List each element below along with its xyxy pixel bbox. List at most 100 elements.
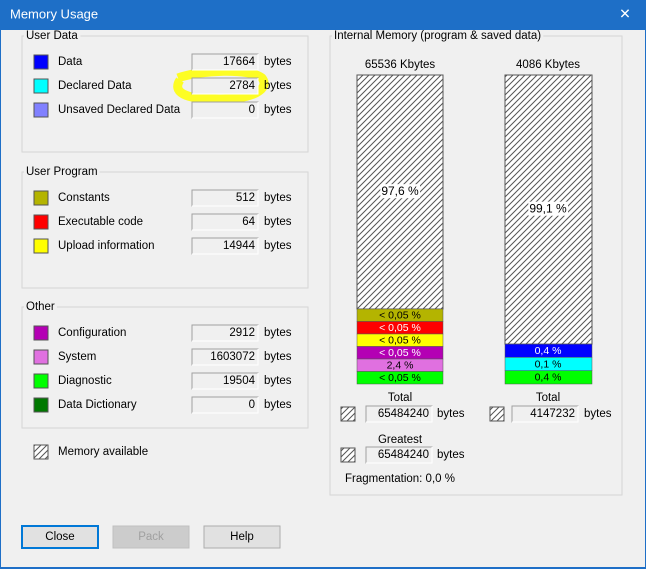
capacity-label: 65536 Kbytes bbox=[365, 59, 436, 71]
window-title: Memory Usage bbox=[10, 6, 98, 21]
button-label[interactable]: Help bbox=[230, 531, 254, 543]
color-swatch bbox=[33, 373, 49, 389]
free-label-bg bbox=[380, 184, 421, 199]
value-field-shade bbox=[192, 325, 259, 342]
group-title: User Data bbox=[26, 30, 78, 42]
item-label: Configuration bbox=[58, 327, 126, 339]
item-label: Upload information bbox=[58, 240, 155, 252]
segment-label: < 0,05 % bbox=[379, 310, 421, 322]
unit-label: bytes bbox=[264, 216, 292, 228]
hatch-icon bbox=[340, 447, 356, 463]
segment-label: 2,4 % bbox=[387, 360, 414, 372]
value-field-shade bbox=[192, 349, 259, 366]
color-swatch bbox=[33, 349, 49, 365]
value-field-value: 0 bbox=[249, 399, 255, 411]
capacity-label: 4086 Kbytes bbox=[516, 59, 580, 71]
total-label: Total bbox=[388, 392, 412, 404]
unit-label: bytes bbox=[264, 399, 292, 411]
item-label: Unsaved Declared Data bbox=[58, 104, 181, 116]
value-field-value: 14944 bbox=[223, 240, 256, 252]
item-label: Data bbox=[58, 56, 83, 68]
value-field-value: 0 bbox=[249, 104, 255, 116]
unit-label: bytes bbox=[264, 56, 292, 68]
color-swatch bbox=[33, 190, 49, 206]
group-title-bg bbox=[24, 301, 57, 314]
segment-label: < 0,05 % bbox=[379, 322, 421, 334]
fragmentation-label: Fragmentation: 0,0 % bbox=[345, 473, 455, 485]
unit-label: bytes bbox=[264, 375, 292, 387]
greatest-field-value: 65484240 bbox=[378, 449, 429, 461]
group-title: User Program bbox=[26, 166, 98, 178]
group-frame bbox=[21, 35, 309, 153]
group-title: Other bbox=[26, 301, 55, 313]
value-field-shade bbox=[192, 397, 259, 414]
item-label: Declared Data bbox=[58, 80, 132, 92]
highlight-annotation bbox=[173, 66, 269, 104]
value-field-value: 512 bbox=[236, 192, 255, 204]
value-field-shade bbox=[192, 214, 259, 231]
internal-memory-title: Internal Memory (program & saved data) bbox=[334, 30, 541, 42]
value-field-value: 2784 bbox=[229, 80, 255, 92]
unit-label: bytes bbox=[264, 351, 292, 363]
group-frame bbox=[21, 306, 309, 429]
color-swatch bbox=[33, 78, 49, 94]
value-field-value: 1603072 bbox=[210, 351, 255, 363]
value-field-value: 17664 bbox=[223, 56, 256, 68]
item-label: System bbox=[58, 351, 96, 363]
item-label: Constants bbox=[58, 192, 110, 204]
value-field-value: 19504 bbox=[223, 375, 256, 387]
hatch-icon bbox=[33, 444, 49, 460]
group-title-bg bbox=[24, 30, 81, 43]
hatch-icon bbox=[340, 406, 356, 422]
group-title-bg bbox=[24, 166, 100, 179]
total-label: Total bbox=[536, 392, 560, 404]
total-field-shade bbox=[512, 406, 579, 423]
unit-label: bytes bbox=[264, 104, 292, 116]
color-swatch bbox=[33, 54, 49, 70]
button-label[interactable]: Close bbox=[45, 531, 74, 543]
item-label: Executable code bbox=[58, 216, 143, 228]
button-label: Pack bbox=[138, 531, 164, 543]
total-field-shade bbox=[366, 406, 433, 423]
color-swatch bbox=[33, 214, 49, 230]
free-label: 99,1 % bbox=[529, 202, 567, 216]
button bbox=[112, 525, 190, 549]
segment-label: < 0,05 % bbox=[379, 372, 421, 384]
color-swatch bbox=[33, 397, 49, 413]
memory-segment bbox=[504, 370, 593, 385]
unit-label: bytes bbox=[264, 240, 292, 252]
internal-memory-title-bg bbox=[332, 30, 544, 43]
value-field-shade bbox=[192, 78, 259, 95]
value-field-shade bbox=[192, 102, 259, 119]
value-field-value: 2912 bbox=[229, 327, 255, 339]
value-field-shade bbox=[192, 373, 259, 390]
color-swatch bbox=[33, 238, 49, 254]
value-field-shade bbox=[192, 238, 259, 255]
close-icon[interactable]: ✕ bbox=[619, 6, 631, 22]
group-frame bbox=[21, 171, 309, 289]
segment-label: < 0,05 % bbox=[379, 335, 421, 347]
hatch-icon bbox=[489, 406, 505, 422]
title-bar bbox=[0, 0, 646, 30]
free-label: 97,6 % bbox=[381, 184, 419, 198]
segment-label: 0,4 % bbox=[535, 372, 562, 384]
memory-available-label: Memory available bbox=[58, 446, 148, 458]
value-field-shade bbox=[192, 54, 259, 71]
color-swatch bbox=[33, 102, 49, 118]
value-field-shade bbox=[192, 190, 259, 207]
unit-label: bytes bbox=[437, 449, 465, 461]
segment-label: 0,4 % bbox=[535, 345, 562, 357]
item-label: Diagnostic bbox=[58, 375, 112, 387]
unit-label: bytes bbox=[264, 327, 292, 339]
greatest-field-shade bbox=[366, 447, 433, 464]
color-swatch bbox=[33, 325, 49, 341]
button[interactable] bbox=[203, 525, 281, 549]
button[interactable] bbox=[21, 525, 99, 549]
unit-label: bytes bbox=[584, 408, 612, 420]
unit-label: bytes bbox=[437, 408, 465, 420]
memory-segment bbox=[356, 371, 444, 385]
unit-label: bytes bbox=[264, 80, 292, 92]
segment-label: < 0,05 % bbox=[379, 347, 421, 359]
greatest-label: Greatest bbox=[378, 434, 423, 446]
